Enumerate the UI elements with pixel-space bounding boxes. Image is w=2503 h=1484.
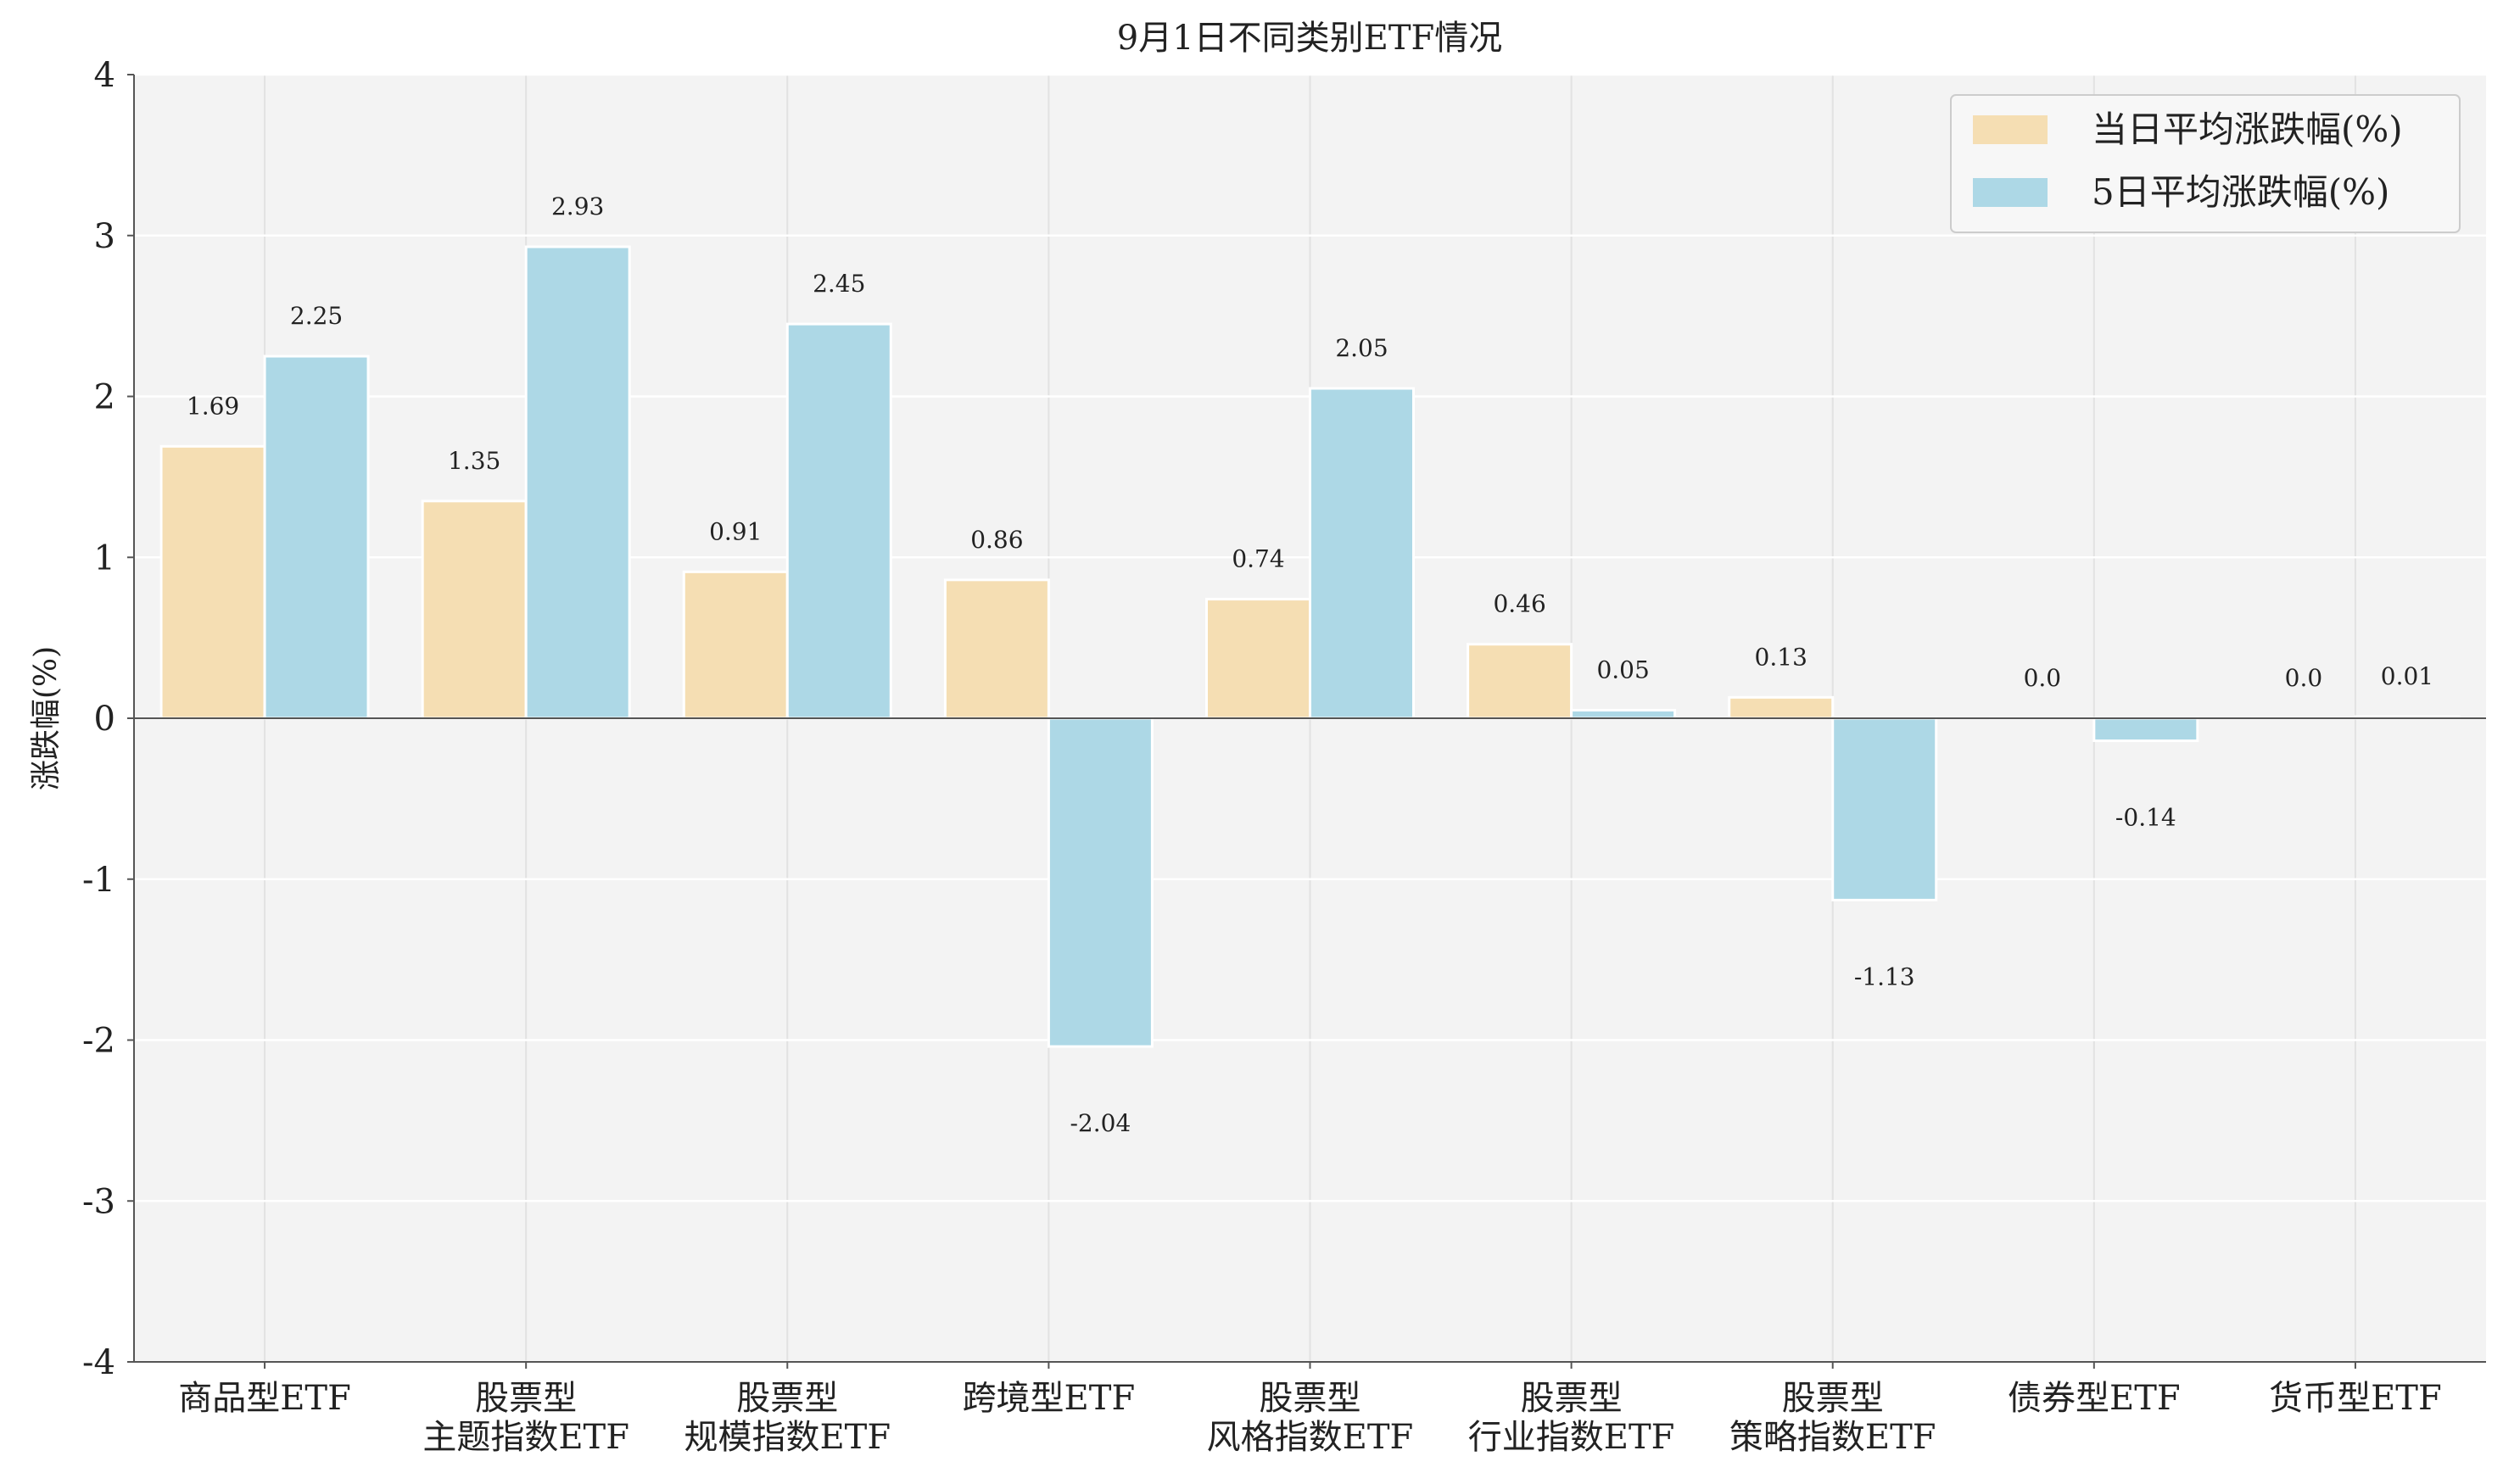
bar-value-label: 0.86 (970, 526, 1023, 554)
legend: 当日平均涨跌幅(%) 5日平均涨跌幅(%) (1951, 95, 2460, 232)
bar-5day (1048, 718, 1152, 1046)
legend-swatch-5day (1973, 178, 2048, 207)
x-tick-label: 股票型行业指数ETF (1468, 1379, 1675, 1457)
bar-5day (2094, 718, 2198, 741)
bar-daily (161, 446, 265, 718)
bar-value-label: 0.01 (2381, 662, 2433, 690)
bar-5day (1572, 711, 1675, 718)
x-tick-label: 跨境型ETF (963, 1379, 1136, 1418)
x-tick-label: 商品型ETF (178, 1379, 351, 1418)
x-axis-ticks: 商品型ETF 股票型主题指数ETF 股票型规模指数ETF 跨境型ETF 股票型风格指数E… (178, 1362, 2442, 1457)
x-tick-label: 货币型ETF (2269, 1379, 2442, 1418)
legend-label-daily: 当日平均涨跌幅(%) (2092, 109, 2403, 150)
bar-daily (945, 580, 1048, 718)
bar-value-label: -2.04 (1070, 1109, 1131, 1137)
y-tick-label: 1 (94, 538, 115, 577)
y-tick-label: 0 (94, 700, 115, 739)
y-tick-label: 2 (94, 378, 115, 417)
bar-daily (422, 501, 526, 718)
x-tick-label: 股票型风格指数ETF (1207, 1379, 1414, 1457)
bar-value-label: 0.0 (2024, 664, 2062, 692)
bar-value-label: 2.45 (813, 270, 865, 298)
bar-value-label: 0.46 (1493, 590, 1545, 618)
y-tick-label: -2 (82, 1022, 115, 1061)
x-tick-label: 股票型主题指数ETF (422, 1379, 629, 1457)
x-tick-label: 股票型策略指数ETF (1729, 1379, 1936, 1457)
bar-daily (1468, 644, 1572, 718)
y-axis-ticks: 4 3 2 1 0 -1 -2 -3 -4 (82, 56, 134, 1382)
bar-value-label: -0.14 (2115, 804, 2176, 832)
x-tick-label: 股票型规模指数ETF (684, 1379, 891, 1457)
chart-title: 9月1日不同类别ETF情况 (1117, 19, 1503, 58)
bar-value-label: 0.13 (1755, 643, 1807, 671)
y-axis-title: 涨跌幅(%) (29, 646, 64, 790)
bar-5day (787, 324, 891, 718)
bar-value-label: -1.13 (1854, 962, 1915, 990)
bar-daily (1207, 600, 1310, 718)
bar-value-label: 1.69 (187, 392, 239, 420)
bar-value-label: 0.74 (1232, 545, 1284, 573)
bar-value-label: 2.05 (1335, 334, 1388, 362)
bar-value-label: 0.91 (709, 517, 762, 545)
bar-value-label: 0.05 (1596, 656, 1649, 684)
bar-value-label: 0.0 (2285, 664, 2323, 692)
bar-value-label: 2.25 (290, 302, 343, 330)
bar-5day (1833, 718, 1936, 900)
x-tick-label: 债券型ETF (2008, 1379, 2181, 1418)
bar-daily (1729, 697, 1833, 718)
legend-label-5day: 5日平均涨跌幅(%) (2092, 171, 2389, 213)
bar-5day (1310, 388, 1414, 718)
y-tick-label: 3 (94, 217, 115, 256)
bar-value-label: 2.93 (551, 192, 604, 220)
y-tick-label: 4 (94, 56, 115, 95)
bar-5day (526, 247, 629, 718)
bar-value-label: 1.35 (448, 447, 500, 475)
bar-5day (265, 356, 368, 718)
y-tick-label: -3 (82, 1182, 115, 1221)
y-tick-label: -1 (82, 861, 115, 900)
bar-daily (684, 572, 787, 718)
legend-swatch-daily (1973, 115, 2048, 144)
y-tick-label: -4 (82, 1343, 115, 1382)
